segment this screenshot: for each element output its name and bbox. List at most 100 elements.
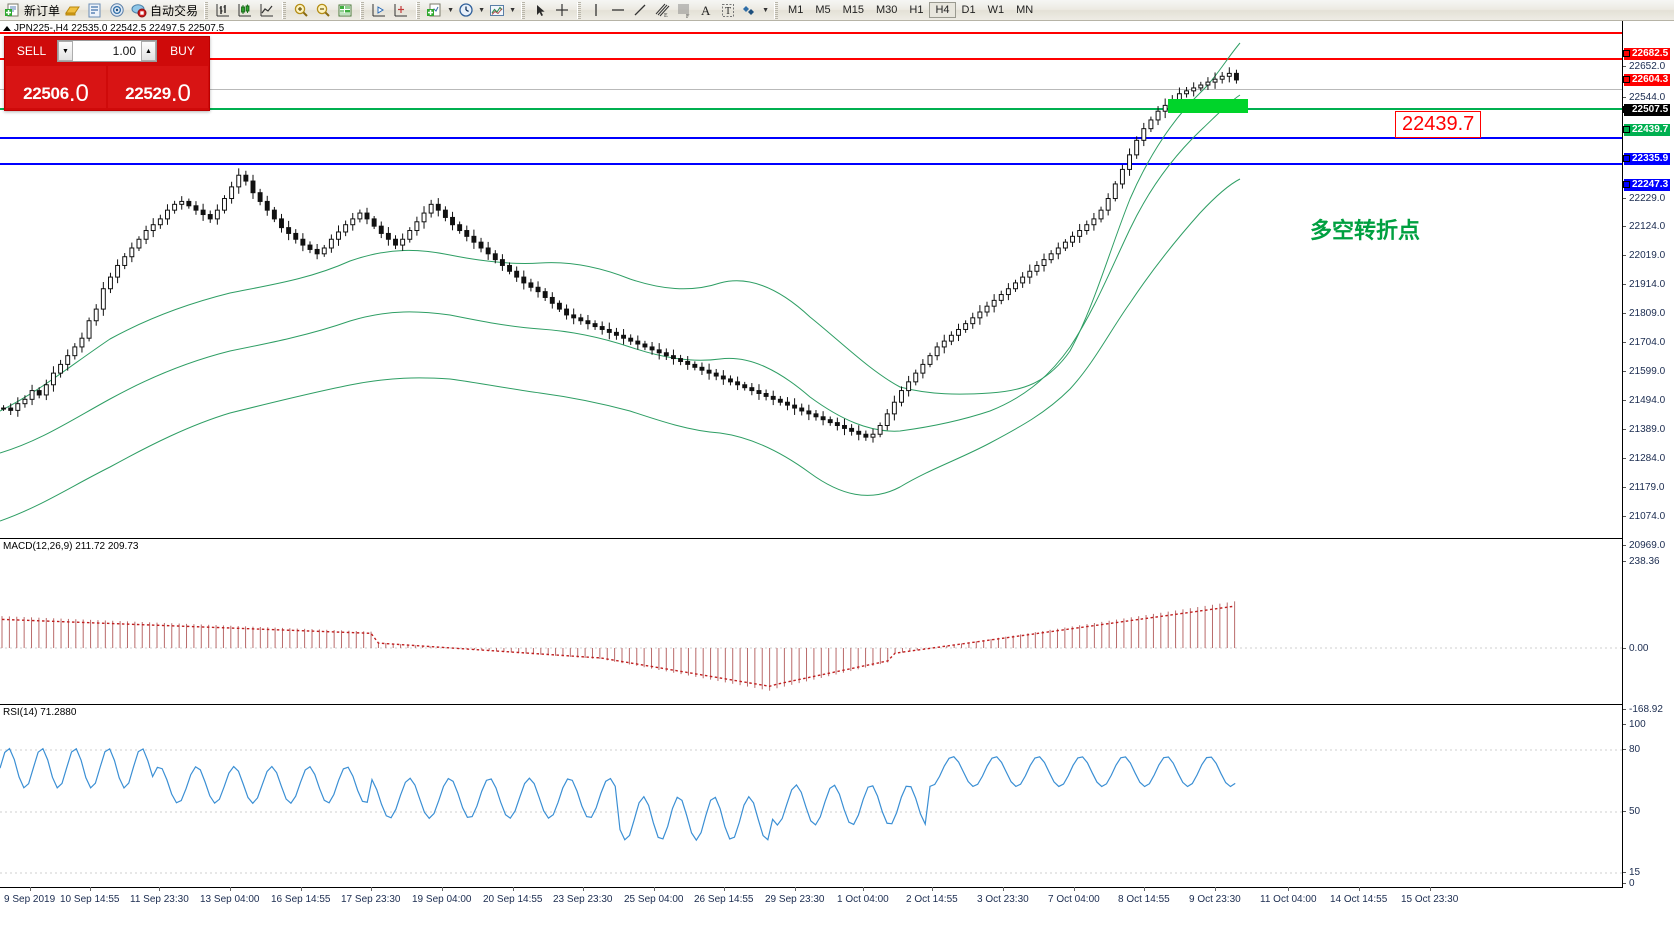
level-line-22247[interactable] bbox=[0, 163, 1622, 165]
price-scale[interactable]: 22652.0 22544.0 22229.0 22124.0 22019.0 21914… bbox=[1622, 21, 1674, 889]
autotrade-button[interactable]: 自动交易 bbox=[128, 1, 200, 20]
rsi-tick: 100 bbox=[1623, 719, 1674, 730]
text-label-button[interactable]: A bbox=[695, 1, 717, 20]
price-pane[interactable]: JPN225-,H4 22535.0 22542.5 22497.5 22507… bbox=[0, 21, 1622, 539]
time-axis-label: 26 Sep 14:55 bbox=[694, 887, 754, 905]
macd-tick: 238.36 bbox=[1623, 556, 1674, 567]
add-indicator-button[interactable] bbox=[424, 1, 446, 20]
timeframe-mn[interactable]: MN bbox=[1016, 4, 1034, 16]
chinese-annotation-text[interactable]: 多空转折点 bbox=[1310, 218, 1421, 243]
time-axis-label: 15 Oct 23:30 bbox=[1401, 887, 1459, 905]
highlight-rectangle[interactable] bbox=[1168, 99, 1248, 113]
toolbar-separator bbox=[774, 1, 779, 19]
shapes-button[interactable] bbox=[739, 1, 761, 20]
data-window-button[interactable] bbox=[84, 1, 106, 20]
bar-chart-button[interactable] bbox=[212, 1, 234, 20]
text-label-icon: A bbox=[697, 2, 715, 19]
add-indicator-icon bbox=[426, 2, 444, 19]
line-chart-button[interactable] bbox=[256, 1, 278, 20]
chevron-down-icon[interactable]: ▼ bbox=[509, 6, 516, 14]
buy-button[interactable]: BUY bbox=[159, 40, 206, 62]
price-annotation-box[interactable]: 22439.7 bbox=[1395, 111, 1482, 138]
timeframe-m30[interactable]: M30 bbox=[876, 4, 898, 16]
equidistant-channel-button[interactable]: E bbox=[651, 1, 673, 20]
time-axis-label: 11 Oct 04:00 bbox=[1260, 887, 1317, 905]
level-price-text: 22507.5 bbox=[1632, 104, 1669, 115]
sell-button[interactable]: SELL bbox=[8, 40, 55, 62]
time-axis-label: 25 Sep 04:00 bbox=[624, 887, 684, 905]
navigator-icon bbox=[108, 2, 126, 19]
auto-scroll-button[interactable] bbox=[368, 1, 390, 20]
price-level-badge[interactable]: 22335.9 bbox=[1623, 153, 1671, 165]
chart-shift-button[interactable] bbox=[390, 1, 412, 20]
price-tick: 21599.0 bbox=[1623, 366, 1674, 377]
price-tick: 21284.0 bbox=[1623, 453, 1674, 464]
timeframe-m1[interactable]: M1 bbox=[788, 4, 804, 16]
crosshair-button[interactable] bbox=[551, 1, 573, 20]
volume-spin-up-icon[interactable]: ▲ bbox=[141, 41, 156, 61]
volume-input[interactable]: ▼ 1.00 ▲ bbox=[57, 40, 157, 62]
time-scale[interactable]: 9 Sep 2019 10 Sep 14:55 11 Sep 23:30 13 Sep… bbox=[0, 887, 1674, 946]
vertical-line-button[interactable] bbox=[585, 1, 607, 20]
timeframe-w1[interactable]: W1 bbox=[987, 4, 1005, 16]
cursor-button[interactable] bbox=[529, 1, 551, 20]
timeframe-m5[interactable]: M5 bbox=[815, 4, 831, 16]
fibonacci-button[interactable]: F bbox=[673, 1, 695, 20]
level-line-22439[interactable] bbox=[0, 108, 1622, 110]
time-axis-label: 20 Sep 14:55 bbox=[483, 887, 543, 905]
chevron-down-icon[interactable]: ▼ bbox=[762, 6, 769, 14]
zoom-in-button[interactable] bbox=[290, 1, 312, 20]
sell-price[interactable]: 22506 .0 bbox=[6, 66, 106, 108]
one-click-trading-panel[interactable]: SELL ▼ 1.00 ▲ BUY 22506 .0 22529 .0 bbox=[4, 36, 210, 111]
price-level-badge[interactable]: 22439.7 bbox=[1623, 124, 1671, 136]
level-line-22507[interactable] bbox=[0, 89, 1622, 90]
templates-button[interactable] bbox=[486, 1, 508, 20]
chart-workspace[interactable]: JPN225-,H4 22535.0 22542.5 22497.5 22507… bbox=[0, 21, 1674, 946]
timeframe-d1[interactable]: D1 bbox=[961, 4, 976, 16]
price-tick: 22229.0 bbox=[1623, 193, 1674, 204]
volume-value[interactable]: 1.00 bbox=[112, 44, 136, 58]
chart-collapse-icon[interactable] bbox=[3, 26, 11, 31]
level-marker-icon bbox=[1623, 50, 1630, 57]
price-level-badge[interactable]: 22682.5 bbox=[1623, 48, 1671, 60]
svg-text:E: E bbox=[664, 13, 668, 19]
gold-bar-icon bbox=[64, 2, 82, 19]
level-line-22335[interactable] bbox=[0, 137, 1622, 139]
text-box-button[interactable]: T bbox=[717, 1, 739, 20]
price-level-badge[interactable]: 22604.3 bbox=[1623, 74, 1671, 86]
rsi-pane[interactable]: RSI(14) 71.2880 bbox=[0, 706, 1622, 888]
chevron-down-icon[interactable]: ▼ bbox=[478, 6, 485, 14]
chevron-down-icon[interactable]: ▼ bbox=[447, 6, 454, 14]
macd-pane[interactable]: MACD(12,26,9) 211.72 209.73 bbox=[0, 540, 1622, 705]
clock-icon bbox=[457, 2, 475, 19]
timeframe-h1[interactable]: H1 bbox=[909, 4, 924, 16]
price-tick: 21494.0 bbox=[1623, 395, 1674, 406]
candlestick-chart-button[interactable] bbox=[234, 1, 256, 20]
time-axis-label: 10 Sep 14:55 bbox=[60, 887, 120, 905]
zoom-out-icon bbox=[314, 2, 332, 19]
timeframe-h4[interactable]: H4 bbox=[929, 2, 956, 18]
price-tick: 21389.0 bbox=[1623, 424, 1674, 435]
navigator-button[interactable] bbox=[106, 1, 128, 20]
gold-bar-button[interactable] bbox=[62, 1, 84, 20]
level-line-22604[interactable] bbox=[0, 58, 1622, 60]
price-level-badge[interactable]: 22247.3 bbox=[1623, 179, 1671, 191]
trendline-button[interactable] bbox=[629, 1, 651, 20]
timeframe-m15[interactable]: M15 bbox=[842, 4, 864, 16]
horizontal-line-button[interactable] bbox=[607, 1, 629, 20]
volume-dropdown-icon[interactable]: ▼ bbox=[58, 41, 73, 61]
chart-grid-button[interactable] bbox=[334, 1, 356, 20]
macd-tick: 0.00 bbox=[1623, 643, 1674, 654]
zoom-out-button[interactable] bbox=[312, 1, 334, 20]
price-level-badge[interactable]: 22507.5 bbox=[1623, 104, 1671, 116]
period-button[interactable] bbox=[455, 1, 477, 20]
new-order-button[interactable]: 新订单 bbox=[2, 1, 62, 20]
time-axis-label: 7 Oct 04:00 bbox=[1048, 887, 1100, 905]
chart-title: JPN225-,H4 22535.0 22542.5 22497.5 22507… bbox=[14, 23, 225, 34]
level-line-22682[interactable] bbox=[0, 32, 1622, 34]
buy-price[interactable]: 22529 .0 bbox=[108, 66, 208, 108]
price-tick: 20969.0 bbox=[1623, 540, 1674, 551]
time-axis-label: 29 Sep 23:30 bbox=[765, 887, 825, 905]
bar-chart-icon bbox=[214, 2, 232, 19]
